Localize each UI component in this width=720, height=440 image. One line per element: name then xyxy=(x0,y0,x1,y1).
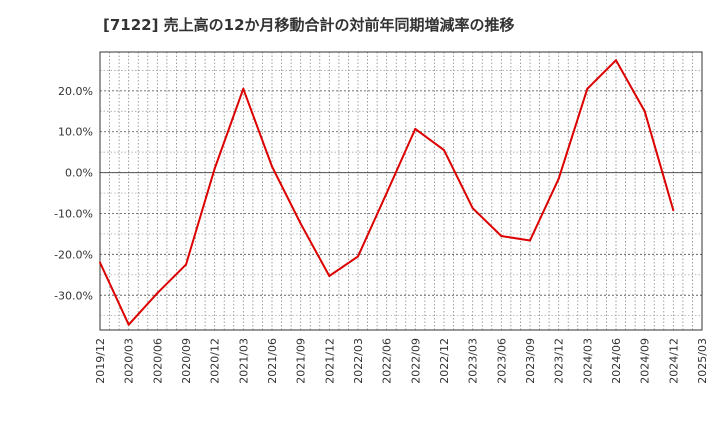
data-point xyxy=(127,323,130,326)
x-tick-label: 2019/12 xyxy=(94,338,107,384)
x-tick-label: 2022/03 xyxy=(352,338,365,384)
data-point xyxy=(299,222,302,225)
data-point xyxy=(213,167,216,170)
x-tick-label: 2022/12 xyxy=(438,338,451,384)
x-tick-label: 2020/03 xyxy=(123,338,136,384)
y-tick-label: 20.0% xyxy=(58,85,93,98)
x-tick-label: 2024/06 xyxy=(610,338,623,384)
y-axis-ticks: 20.0% 10.0% 0.0% -10.0% -20.0% -30.0% xyxy=(54,85,93,302)
x-tick-label: 2021/03 xyxy=(237,338,250,384)
data-point xyxy=(271,165,273,168)
data-point xyxy=(557,177,560,180)
vertical-gridlines xyxy=(109,52,693,330)
x-tick-label: 2022/06 xyxy=(381,338,394,384)
data-point xyxy=(185,263,187,266)
x-tick-label: 2023/09 xyxy=(524,338,537,384)
x-tick-label: 2023/06 xyxy=(495,338,508,384)
x-tick-label: 2020/09 xyxy=(180,338,193,384)
data-point xyxy=(99,261,101,264)
y-tick-label: -30.0% xyxy=(54,289,93,302)
data-point xyxy=(414,127,417,130)
data-point xyxy=(672,209,675,212)
series-layer xyxy=(99,59,675,326)
x-tick-label: 2024/09 xyxy=(639,338,652,384)
data-point xyxy=(615,59,617,62)
data-point xyxy=(643,110,646,113)
x-tick-label: 2024/12 xyxy=(667,338,680,384)
data-point xyxy=(500,234,503,237)
y-tick-label: -20.0% xyxy=(54,248,93,261)
x-tick-label: 2020/12 xyxy=(209,338,222,384)
x-tick-label: 2021/09 xyxy=(295,338,308,384)
x-tick-label: 2023/03 xyxy=(467,338,480,384)
chart-title: [7122] 売上高の12か月移動合計の対前年同期増減率の推移 xyxy=(103,16,515,34)
x-tick-label: 2022/09 xyxy=(409,338,422,384)
y-tick-label: 10.0% xyxy=(58,126,93,139)
data-point xyxy=(385,192,388,195)
x-tick-label: 2025/03 xyxy=(696,338,709,384)
plot-area-frame xyxy=(99,51,703,331)
x-tick-label: 2020/06 xyxy=(151,338,164,384)
x-tick-label: 2024/03 xyxy=(581,338,594,384)
data-point xyxy=(242,87,245,90)
y-tick-label: -10.0% xyxy=(54,207,93,220)
data-point xyxy=(443,149,445,152)
y-tick-label: 0.0% xyxy=(65,167,93,180)
x-tick-label: 2023/12 xyxy=(553,338,566,384)
x-axis-ticks: 2019/12 2020/03 2020/06 2020/09 2020/12 2021/… xyxy=(94,338,709,384)
x-tick-label: 2021/06 xyxy=(266,338,279,384)
horizontal-gridlines xyxy=(100,70,702,317)
data-point xyxy=(357,255,359,258)
x-tick-label: 2021/12 xyxy=(323,338,336,384)
data-point xyxy=(586,87,589,90)
data-point xyxy=(471,207,474,210)
data-point xyxy=(328,275,331,278)
data-point xyxy=(156,292,159,295)
data-point xyxy=(529,239,531,242)
